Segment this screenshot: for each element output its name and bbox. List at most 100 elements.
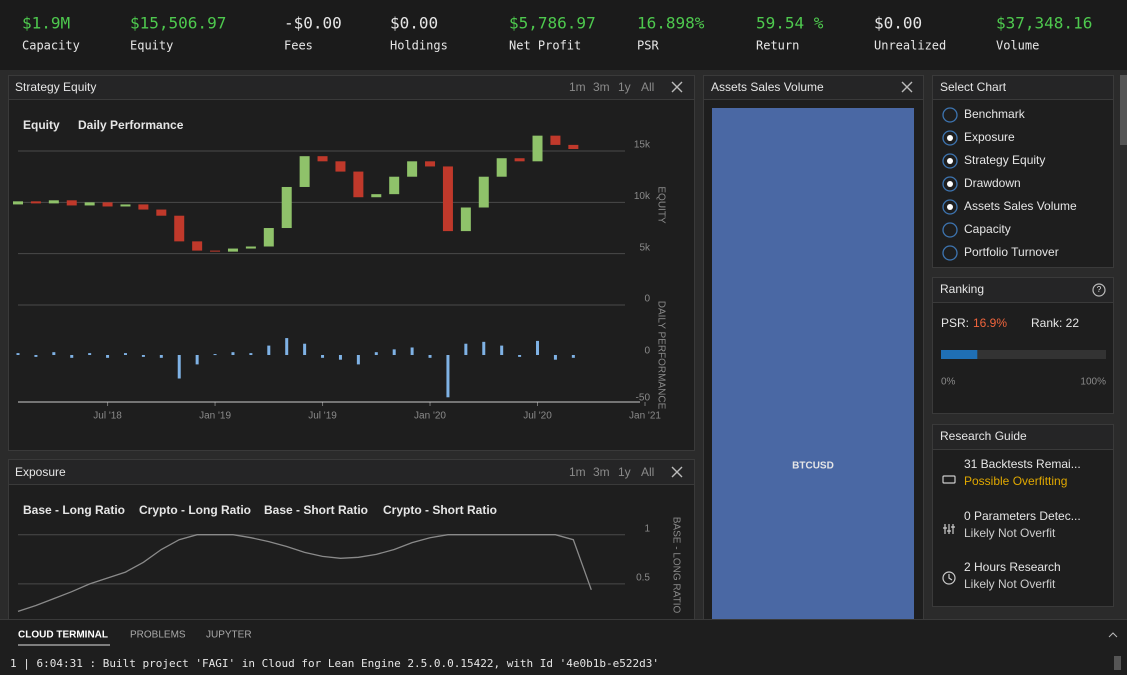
panel-header xyxy=(932,75,1114,100)
performance-bar xyxy=(267,345,271,355)
legend-item[interactable]: Equity xyxy=(23,118,60,132)
candle xyxy=(496,158,507,177)
candle xyxy=(407,161,418,177)
help-icon[interactable] xyxy=(1092,283,1106,297)
collapse-icon[interactable] xyxy=(1108,632,1118,638)
panel-header xyxy=(932,277,1114,303)
candle xyxy=(120,204,131,207)
performance-bar xyxy=(16,353,20,355)
range-button[interactable]: All xyxy=(641,465,654,479)
rank: Rank: 22 xyxy=(1031,316,1079,330)
range-button[interactable]: 3m xyxy=(593,465,610,479)
charts: 0 5k 10k 15k EQUITY Jul '18 Jan '19 Jul '19 Jan … xyxy=(13,108,914,630)
terminal xyxy=(0,619,1127,675)
exposure-line xyxy=(17,534,592,613)
performance-bar xyxy=(231,352,235,355)
range-button[interactable]: 3m xyxy=(593,80,610,94)
y-tick-label: 5k xyxy=(639,242,651,253)
candle xyxy=(299,156,310,187)
guide-status: Possible Overfitting xyxy=(964,474,1067,488)
performance-bar xyxy=(500,345,504,355)
candle xyxy=(568,144,579,149)
axis-label: EQUITY xyxy=(655,186,666,224)
performance-bar xyxy=(213,354,217,356)
axis-label: BASE - LONG RATIO xyxy=(670,517,681,614)
psr-label: PSR: xyxy=(941,316,969,330)
x-tick-label: Jan '21 xyxy=(629,411,661,422)
candle xyxy=(263,228,274,247)
guide-title[interactable]: 0 Parameters Detec... xyxy=(964,509,1081,523)
candle xyxy=(156,209,167,216)
guide-title[interactable]: 31 Backtests Remai... xyxy=(964,457,1081,471)
performance-bar xyxy=(88,353,92,355)
legend-item[interactable]: Crypto - Long Ratio xyxy=(139,503,251,517)
guide-title[interactable]: 2 Hours Research xyxy=(964,560,1061,574)
range-button[interactable]: 1y xyxy=(618,80,631,94)
legend-item[interactable]: Daily Performance xyxy=(78,118,184,132)
range-button[interactable]: 1m xyxy=(569,465,586,479)
candle xyxy=(210,250,221,252)
scrollbar[interactable] xyxy=(1120,75,1127,145)
range-button[interactable]: 1y xyxy=(618,465,631,479)
terminal-scrollbar[interactable] xyxy=(1114,656,1121,670)
candle xyxy=(550,135,561,145)
option-label[interactable]: Benchmark xyxy=(964,107,1026,121)
option-label[interactable]: Portfolio Turnover xyxy=(964,245,1059,259)
close-icons[interactable] xyxy=(671,81,913,478)
candle xyxy=(335,161,346,172)
stat-value: $37,348.16 xyxy=(996,14,1092,33)
radio[interactable] xyxy=(942,222,958,238)
panel-title: Select Chart xyxy=(940,80,1007,94)
candle xyxy=(66,200,77,206)
performance-bar xyxy=(446,355,450,398)
option-label[interactable]: Capacity xyxy=(964,222,1011,236)
candle xyxy=(192,241,203,251)
stat-value: $15,506.97 xyxy=(130,14,226,33)
performance-bar xyxy=(321,355,325,358)
radio[interactable] xyxy=(942,245,958,261)
option-label[interactable]: Exposure xyxy=(964,130,1015,144)
range-button[interactable]: 1m xyxy=(569,80,586,94)
panel-header xyxy=(8,459,695,485)
candle xyxy=(227,248,238,252)
option-label[interactable]: Assets Sales Volume xyxy=(964,199,1077,213)
candle xyxy=(84,202,95,206)
terminal-line: 1 | 6:04:31 : Built project 'FAGI' in Cl… xyxy=(10,657,659,670)
terminal-tab[interactable]: PROBLEMS xyxy=(130,630,186,641)
terminal-tab[interactable]: JUPYTER xyxy=(206,630,252,641)
x-tick-label: Jul '18 xyxy=(93,411,122,422)
progress-track xyxy=(941,350,1106,359)
performance-bar xyxy=(177,355,181,379)
bar-label: BTCUSD xyxy=(792,461,834,472)
range-button[interactable]: All xyxy=(641,80,654,94)
terminal-tab[interactable]: CLOUD TERMINAL xyxy=(18,630,108,641)
performance-bar xyxy=(106,355,110,358)
radio-dot xyxy=(947,158,953,164)
radio[interactable] xyxy=(942,107,958,123)
legend-item[interactable]: Base - Short Ratio xyxy=(264,503,368,517)
stat-value: $0.00 xyxy=(874,14,922,33)
radio-dot xyxy=(947,181,953,187)
performance-bar xyxy=(571,355,575,358)
candle xyxy=(138,204,149,210)
option-label[interactable]: Drawdown xyxy=(964,176,1021,190)
y-tick-label: 1 xyxy=(644,523,650,534)
y-tick-label: 0 xyxy=(644,294,650,305)
performance-bar xyxy=(249,353,253,355)
candle xyxy=(48,200,59,204)
y-tick-label: 10k xyxy=(634,191,651,202)
performance-bar xyxy=(338,355,342,360)
performance-bar xyxy=(141,355,145,357)
candle xyxy=(389,176,400,195)
stat-value: 16.898% xyxy=(637,14,705,33)
stat-value: 59.54 % xyxy=(756,14,824,33)
performance-bar xyxy=(410,347,414,355)
panel-title: Research Guide xyxy=(940,429,1027,443)
legend-item[interactable]: Crypto - Short Ratio xyxy=(383,503,497,517)
select-chart-panel xyxy=(932,75,1114,268)
legend-item[interactable]: Base - Long Ratio xyxy=(23,503,125,517)
candle xyxy=(317,156,328,162)
guide-status: Likely Not Overfit xyxy=(964,526,1056,540)
option-label[interactable]: Strategy Equity xyxy=(964,153,1045,167)
